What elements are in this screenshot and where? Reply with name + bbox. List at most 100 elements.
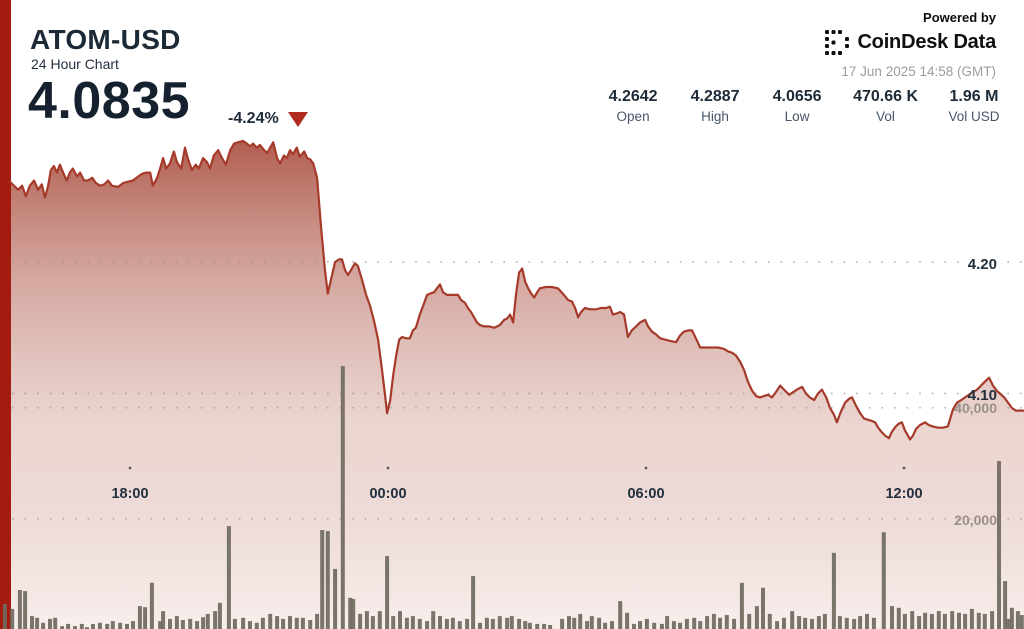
volume-bar [997,461,1001,629]
hour-tick-dot [386,466,390,470]
volume-bar [517,618,522,629]
volume-bar [268,613,273,629]
arrow-down-icon [287,111,308,127]
volume-bars [2,366,1024,629]
stat-volume: 470.66 K Vol [853,88,918,124]
volume-bar [370,616,375,629]
volume-bar [53,617,58,629]
stat-volume-usd-label: Vol USD [948,109,1000,124]
volume-bar [232,618,237,629]
volume-bar [754,606,759,629]
volume-bar [610,621,614,629]
volume-bar [923,612,928,629]
volume-bar [490,618,495,629]
volume-bar [484,617,489,629]
volume-bar [217,602,222,629]
current-price: 4.0835 [28,72,191,130]
volume-bar [97,622,102,629]
volume-bar [803,617,808,629]
volume-bar [589,616,594,629]
volume-bar [936,611,941,629]
volume-bar [85,627,89,629]
volume-bar [844,617,849,629]
volume-bar [732,618,737,629]
volume-bar [248,621,252,629]
volume-bar [724,615,729,629]
volume-bar [23,591,28,629]
volume-bar [364,611,369,629]
stat-open-value: 4.2642 [608,88,658,105]
volume-bar [450,617,455,629]
volume-bar [578,613,583,629]
volume-bar [761,587,765,629]
volume-bar [782,617,786,629]
x-axis-label: 00:00 [369,486,406,502]
volume-bar [497,616,502,629]
volume-bar [377,611,382,629]
volume-bar [79,623,84,629]
volume-bar [471,576,476,629]
volume-bar [509,616,514,629]
price-line [8,139,1024,441]
volume-bar [91,623,95,629]
volume-bar [137,606,142,629]
volume-bar [560,618,565,629]
volume-bar [990,611,995,629]
volume-bar [131,621,135,629]
volume-bar [105,623,110,629]
volume-bar [597,617,602,629]
volume-bar [1006,618,1011,629]
volume-bar [871,617,876,629]
stat-volume-usd: 1.96 M Vol USD [948,88,1000,124]
volume-bar [718,617,722,629]
volume-bar [60,626,65,629]
volume-bar [201,617,206,629]
volume-bar [118,622,123,629]
brand-name: CoinDesk Data [857,31,996,53]
volume-bar [254,622,259,629]
volume-bar [929,613,934,629]
volume-bar [957,612,961,629]
volume-bar [404,617,409,629]
volume-bar [523,621,528,629]
x-axis-label: 18:00 [111,486,148,502]
volume-bar [910,611,915,629]
chart-subtitle: 24 Hour Chart [31,56,119,72]
volume-bar [275,616,280,629]
volume-bar [320,530,325,629]
volume-bar [168,618,172,629]
volume-bar [527,622,532,629]
volume-bar [548,625,553,629]
volume-bar [684,618,689,629]
volume-bar [260,617,265,629]
price-change: -4.24% [228,110,308,128]
volume-bar [41,622,46,629]
volume-bar [902,613,907,629]
volume-bar [478,622,482,629]
volume-bar [308,620,313,629]
hour-tick-dot [128,466,132,470]
volume-bar [852,618,857,629]
volume-bar [195,621,200,629]
stat-volume-value: 470.66 K [853,88,918,105]
volume-bar [358,613,363,629]
volume-bar [10,608,15,629]
hour-tick-dot [902,466,906,470]
volume-bar [659,623,664,629]
volume-bar [17,590,22,629]
volume-bar [692,617,697,629]
stat-low: 4.0656 Low [771,88,823,124]
volume-bar [205,613,210,629]
volume-bar [351,598,356,629]
volume-bar [288,616,292,629]
volume-bar [226,526,231,629]
powered-by-block: Powered by CoinDesk Data [825,10,996,55]
volume-bar [767,613,772,629]
change-percent: -4.24% [228,110,279,127]
volume-bar [444,618,449,629]
volume-bar [2,603,7,629]
volume-bar [143,607,148,629]
volume-bar [505,617,510,629]
volume-bar [348,597,353,629]
page-title: ATOM-USD [30,24,181,55]
